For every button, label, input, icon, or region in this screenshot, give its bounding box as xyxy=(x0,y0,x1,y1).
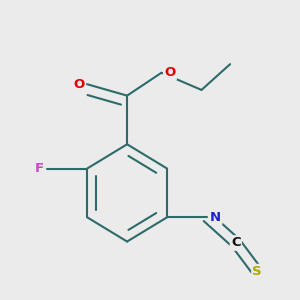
Text: O: O xyxy=(73,78,84,91)
Text: S: S xyxy=(253,265,262,278)
Text: O: O xyxy=(164,66,175,79)
Text: N: N xyxy=(210,211,221,224)
Text: C: C xyxy=(231,236,241,250)
Text: F: F xyxy=(34,162,43,175)
